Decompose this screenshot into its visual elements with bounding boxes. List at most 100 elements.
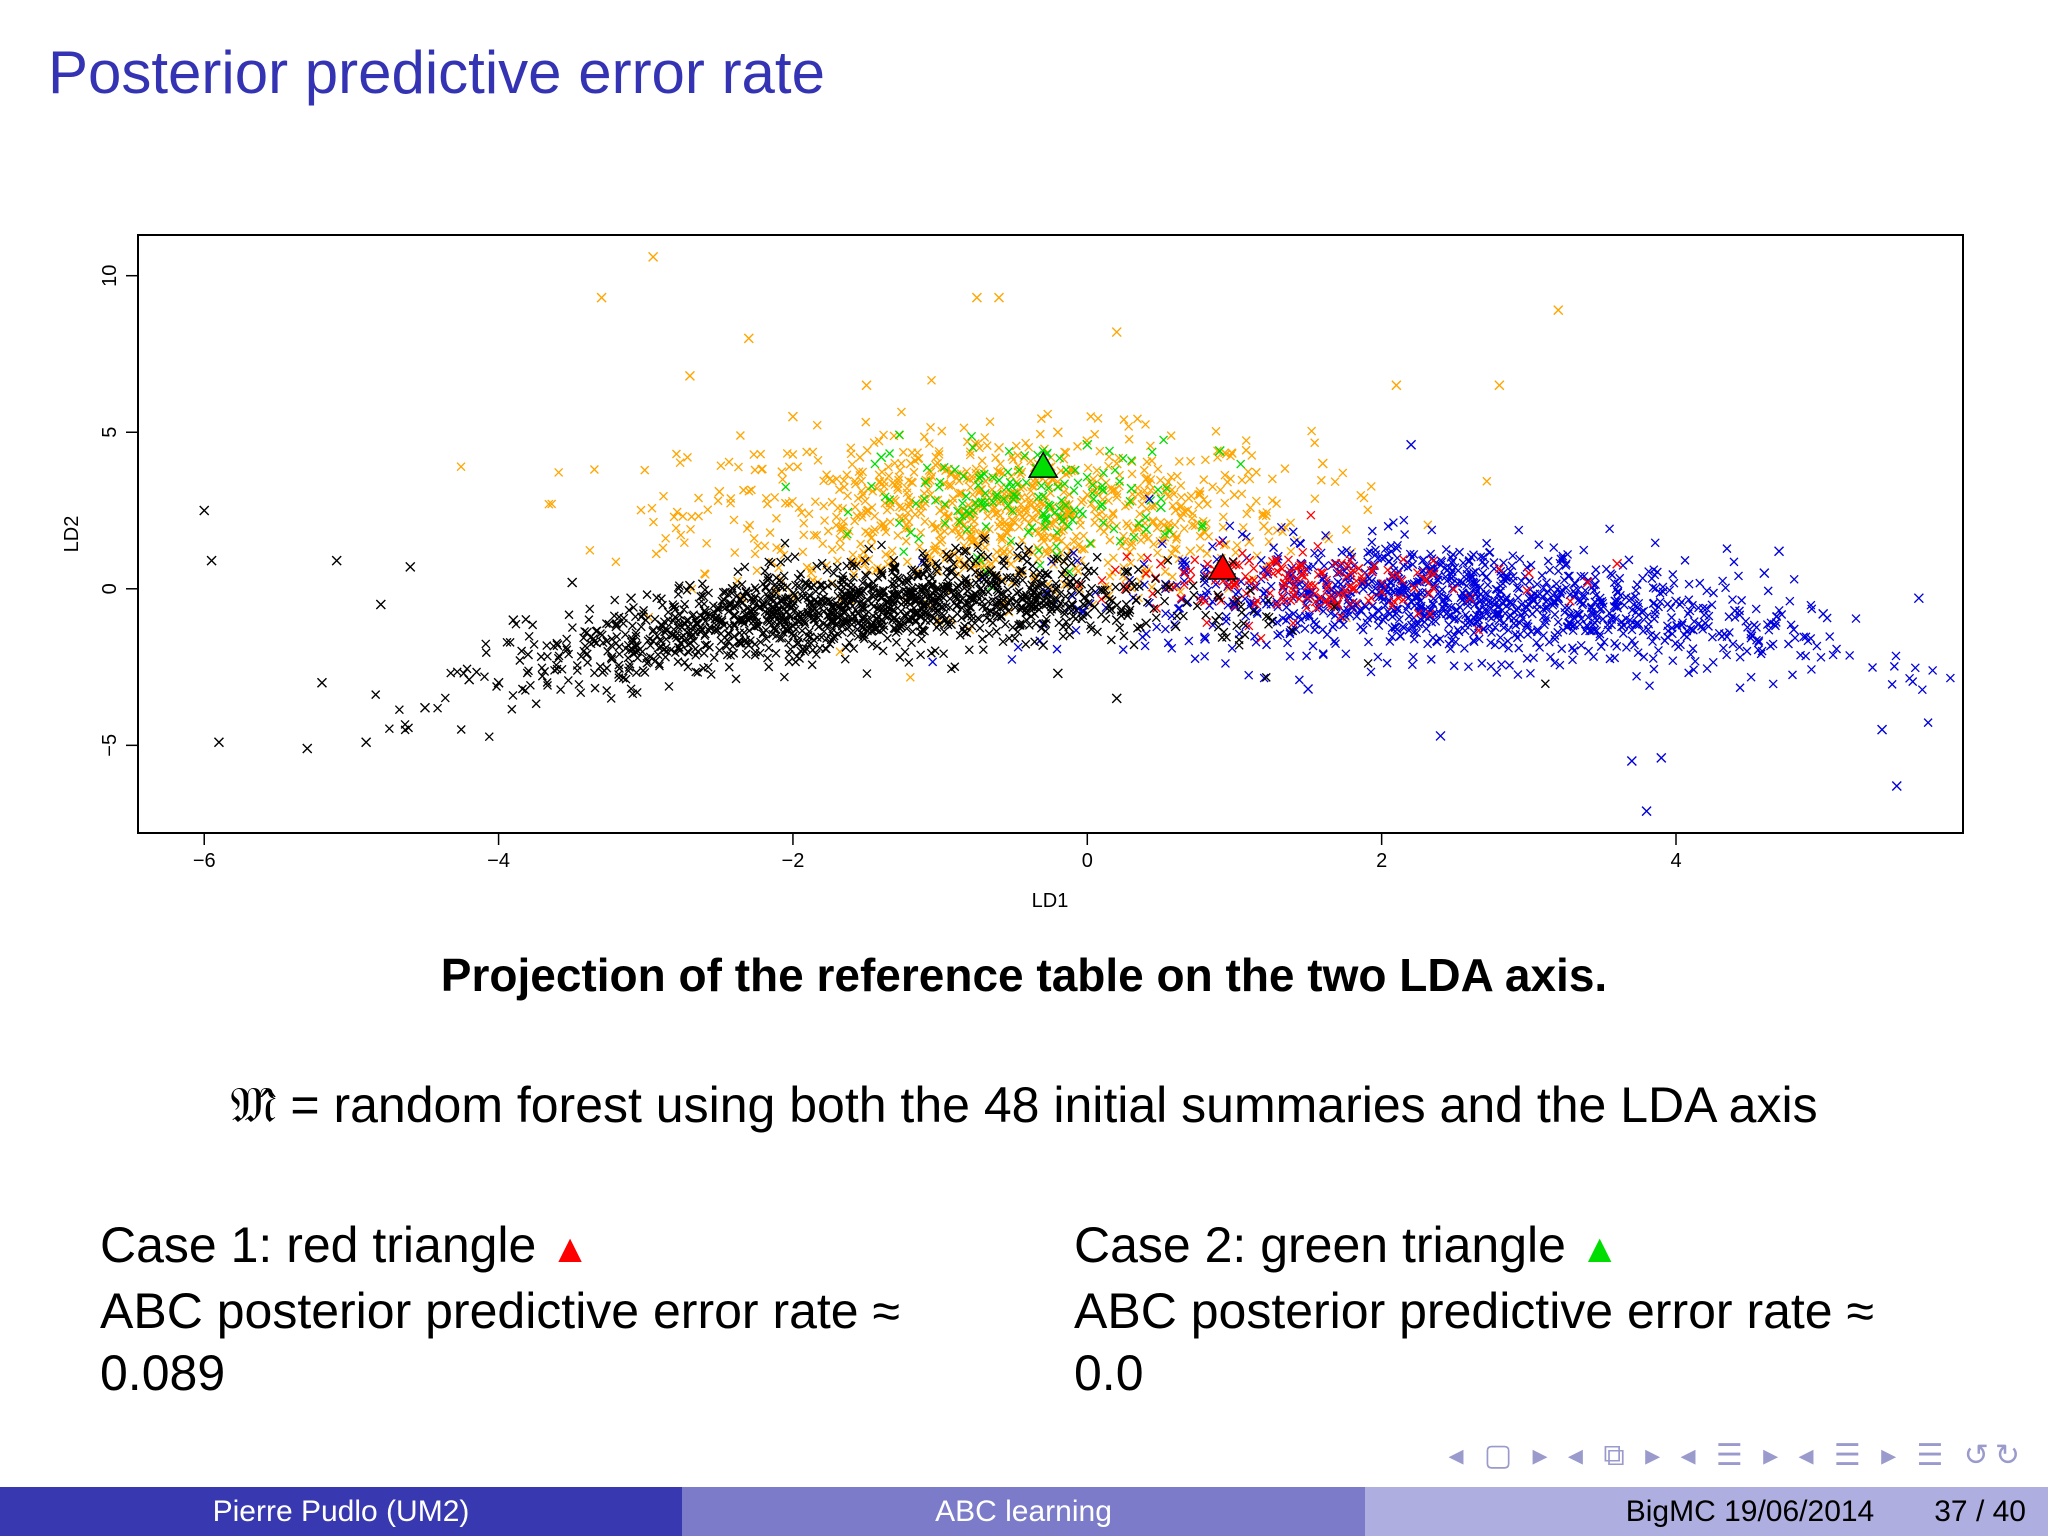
cloud-point-orange [1000,547,1010,557]
cloud-point-black [907,565,917,575]
cloud-point-blue [1576,640,1586,650]
cloud-point-blue [1514,584,1524,594]
cloud-point-blue [1612,587,1622,597]
cloud-point-blue [1627,605,1637,615]
cloud-point-black [724,629,734,639]
cloud-point-blue [1483,580,1493,590]
cloud-point-orange [1127,537,1137,547]
cloud-point-red [1294,594,1304,604]
cloud-point-orange [1179,524,1189,534]
cloud-point-black [961,578,971,588]
cloud-point-blue [1607,615,1617,624]
cloud-point-green [939,462,949,472]
point-red [1347,583,1358,594]
cloud-point-orange [1267,474,1277,484]
cloud-point-orange [997,532,1007,542]
cloud-point-blue [1374,592,1384,602]
cloud-point-blue [1398,622,1408,632]
cloud-point-black [1085,621,1095,631]
cloud-point-black [802,609,812,619]
cloud-point-blue [1632,671,1642,681]
cloud-point-blue [1651,631,1661,641]
cloud-point-black [655,661,664,671]
cloud-point-blue [1316,548,1326,558]
cloud-point-blue [1555,660,1565,670]
point-orange [684,370,695,381]
cloud-point-blue [1373,652,1383,662]
cloud-point-black [891,637,901,647]
cloud-point-black [783,554,793,564]
cloud-point-black [631,628,641,638]
cloud-point-green [920,494,929,504]
cloud-point-blue [1514,525,1524,535]
cloud-point-orange [1098,513,1108,523]
cloud-point-orange [975,486,985,496]
cloud-point-blue [1272,617,1282,627]
cloud-point-orange [1238,522,1248,532]
cloud-point-red [1277,591,1287,601]
point-green [1126,483,1137,494]
point-green [1155,502,1166,513]
cloud-point-blue [1532,579,1542,589]
cloud-point-blue [1371,545,1380,555]
cloud-point-black [762,572,772,582]
footer-talk-title: ABC learning [682,1487,1365,1536]
cloud-point-black [1163,555,1173,565]
cloud-point-black [972,591,982,600]
cloud-point-black [992,611,1002,621]
cloud-point-orange [1226,451,1236,461]
cloud-point-orange [1307,426,1317,436]
cloud-point-black [687,631,697,641]
cloud-point-orange [752,566,762,576]
cloud-point-orange [862,445,872,455]
cloud-point-red [1565,596,1575,606]
cloud-point-black [1115,623,1125,633]
cloud-point-orange [849,569,859,579]
cloud-point-black [543,680,553,690]
cloud-point-orange [703,505,713,515]
cloud-point-black [827,601,837,611]
cloud-point-green [1064,567,1074,577]
cloud-point-blue [1310,548,1319,558]
cloud-point-blue [1663,632,1673,642]
cloud-point-black [728,583,737,593]
cloud-point-black [977,634,987,644]
cloud-point-orange [959,520,969,530]
cloud-point-blue [1390,623,1400,633]
cloud-point-black [813,599,823,609]
cloud-point-black [638,609,648,619]
cloud-point-orange [981,476,991,486]
cloud-point-blue [1768,679,1778,689]
cloud-point-blue [1517,576,1526,586]
cloud-point-green [940,518,950,528]
cloud-point-orange [745,520,755,530]
point-black [670,611,681,622]
cloud-point-blue [1161,609,1171,619]
cloud-point-blue [1908,677,1918,687]
cloud-point-orange [902,557,912,567]
cloud-point-blue [1743,622,1752,632]
cloud-point-blue [1285,627,1295,637]
x-axis: −6 −4 −2 0 2 4 [193,832,1682,872]
x-tick-label: −4 [487,850,510,872]
cloud-point-orange [910,456,920,466]
cloud-point-orange [799,530,809,540]
cloud-point-green [968,442,978,452]
cloud-point-orange [1017,536,1027,545]
cloud-point-orange [1014,522,1024,532]
cloud-point-orange [1166,431,1176,441]
cloud-point-black [920,558,930,568]
cloud-point-blue [1662,621,1672,631]
cloud-point-orange [1280,464,1290,474]
cloud-point-blue [1287,563,1297,573]
cloud-point-orange [850,516,860,526]
cloud-point-blue [1774,605,1784,615]
cloud-point-black [1214,611,1224,621]
cloud-point-blue [1529,653,1539,663]
cloud-point-blue [1513,593,1523,603]
cloud-point-black [1229,598,1239,608]
cloud-point-green [1129,532,1139,542]
cloud-point-orange [771,513,781,523]
beamer-navigation-icons[interactable]: ◂ ▢ ▸ ◂ ⧉ ▸ ◂ ☰ ▸ ◂ ☰ ▸ ☰ ↺↻ [1448,1439,2026,1472]
cloud-point-blue [1495,633,1505,643]
